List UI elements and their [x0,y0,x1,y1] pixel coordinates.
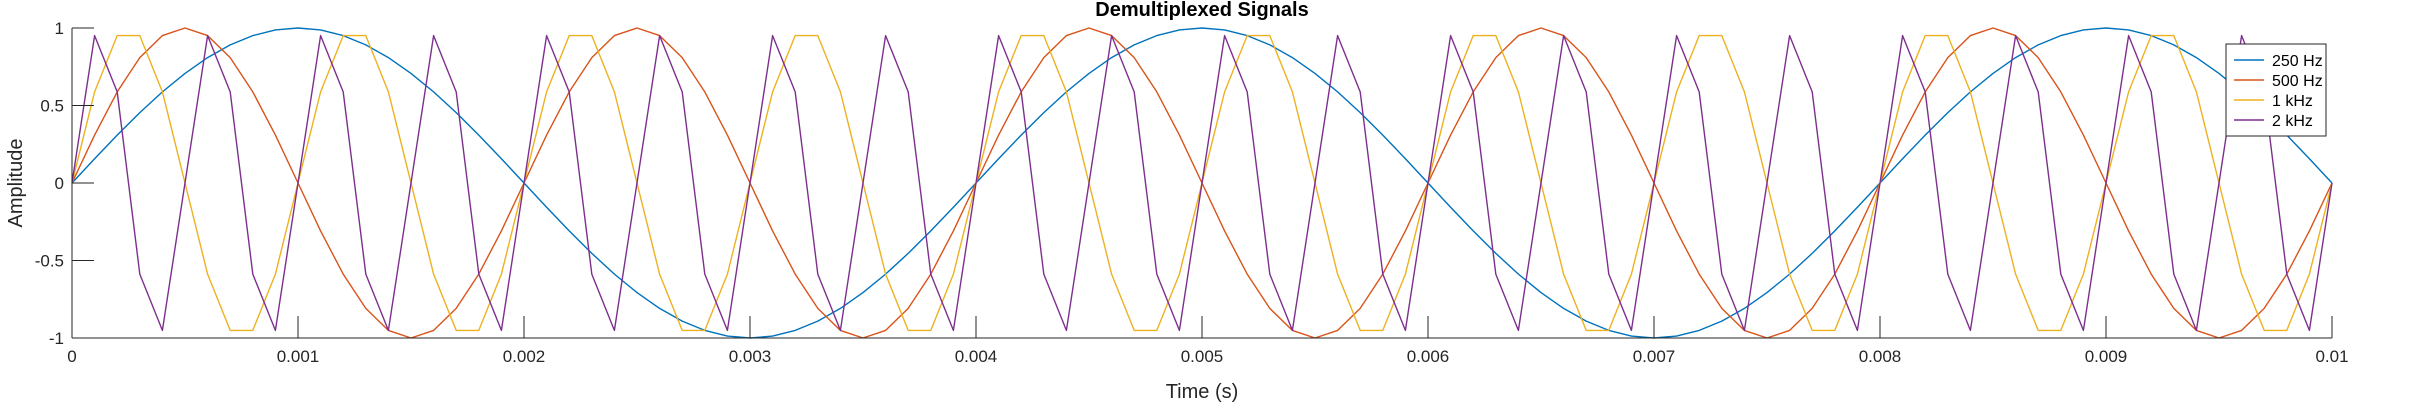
x-tick-label: 0.006 [1407,347,1450,366]
y-axis-title: Amplitude [5,139,27,228]
y-tick-label: -1 [49,329,64,348]
x-tick-label: 0.004 [955,347,998,366]
chart-title: Demultiplexed Signals [1095,0,1308,21]
legend-label-2: 500 Hz [2272,73,2323,90]
series-line-4 [71,34,2333,332]
x-tick-label: 0.001 [277,347,320,366]
x-axis-title: Time (s) [1166,381,1239,403]
legend: 250 Hz 500 Hz 1 kHz 2 kHz [2225,43,2327,137]
x-tick-label: 0.007 [1633,347,1676,366]
y-tick-label: 1 [55,19,64,38]
x-tick-label: 0 [67,347,76,366]
y-tick-label: 0 [55,174,64,193]
legend-label-3: 1 kHz [2272,93,2313,110]
series-line-1 [71,27,2333,339]
x-tick-label: 0.009 [2085,347,2128,366]
x-tick-label: 0.008 [1859,347,1902,366]
legend-label-1: 250 Hz [2272,53,2323,70]
legend-label-4: 2 kHz [2272,113,2313,130]
x-tick-label: 0.003 [729,347,772,366]
x-tick-label: 0.005 [1181,347,1224,366]
x-axis-ticks: 0 0.001 0.002 0.003 0.004 0.005 0.006 0.007 0.00… [67,316,2349,366]
y-tick-label: 0.5 [40,97,64,116]
x-tick-label: 0.002 [503,347,546,366]
y-tick-label: -0.5 [35,252,64,271]
y-axis-ticks: -1 -0.5 0 0.5 1 [35,19,94,348]
series-layer [71,27,2333,339]
x-tick-label: 0.01 [2315,347,2348,366]
